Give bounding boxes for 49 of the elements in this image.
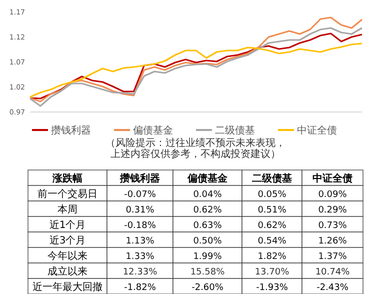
data-label: 0.63%: [193, 220, 222, 231]
data-label: 0.50%: [193, 236, 222, 246]
x-tick-label: 攒钱利器: [119, 172, 160, 184]
data-label: 0.73%: [318, 220, 348, 231]
legend-label: 中证全债: [297, 124, 337, 136]
data-label: 0.62%: [193, 205, 222, 216]
y-tick-label: 成立以来: [48, 265, 88, 278]
y-tick-label: 近1个月: [49, 218, 86, 231]
x-tick-label: 偏债基金: [186, 172, 228, 184]
data-label: 0.29%: [318, 205, 348, 216]
data-label: 13.70%: [254, 267, 290, 278]
y-tick-label: 近3个月: [49, 234, 86, 246]
data-label: -0.07%: [124, 190, 156, 200]
data-label: 1.99%: [193, 252, 222, 262]
data-label: -1.93%: [256, 282, 288, 293]
data-label: 15.58%: [190, 267, 226, 278]
data-label: 0.09%: [318, 190, 348, 200]
data-label: -2.60%: [192, 282, 224, 293]
legend-label: 攒钱利器: [51, 124, 91, 136]
legend-label: 偏债基金: [133, 124, 173, 136]
data-label: 0.04%: [193, 190, 222, 200]
data-label: 0.31%: [126, 205, 155, 216]
data-label: 1.26%: [318, 236, 348, 246]
data-label: 1.82%: [258, 252, 287, 262]
line-series: [29, 42, 363, 98]
data-label: -0.18%: [124, 220, 156, 231]
data-label: 0.51%: [258, 205, 287, 216]
data-label: -1.82%: [124, 282, 156, 293]
line-series: [29, 27, 363, 107]
data-label: 0.54%: [258, 236, 287, 246]
data-label: 12.33%: [122, 267, 158, 278]
legend-label: 二级债基: [215, 124, 255, 136]
y-tick-label: 前一个交易日: [38, 188, 98, 200]
data-label: 1.37%: [318, 252, 348, 262]
y-axis-title: 涨跌幅: [52, 172, 82, 184]
x-tick-label: 二级债基: [252, 172, 292, 184]
y-tick-label: 近一年最大回撤: [32, 280, 102, 293]
data-label: 10.74%: [315, 267, 350, 278]
data-label: -2.43%: [316, 282, 349, 293]
x-tick-label: 中证全债: [312, 172, 352, 184]
data-label: 1.13%: [126, 236, 155, 246]
data-label: 0.62%: [258, 220, 287, 231]
text: （风险提示：过往业绩不预示未来表现，上述内容仅供参考，不构成投资建议）: [106, 137, 286, 160]
y-tick-label: 今年以来: [48, 250, 88, 262]
line-series: [29, 32, 363, 100]
line-series: [29, 16, 363, 102]
data-label: 0.05%: [258, 190, 287, 200]
data-label: 1.33%: [126, 252, 155, 262]
y-tick-label: 本周: [58, 203, 78, 216]
